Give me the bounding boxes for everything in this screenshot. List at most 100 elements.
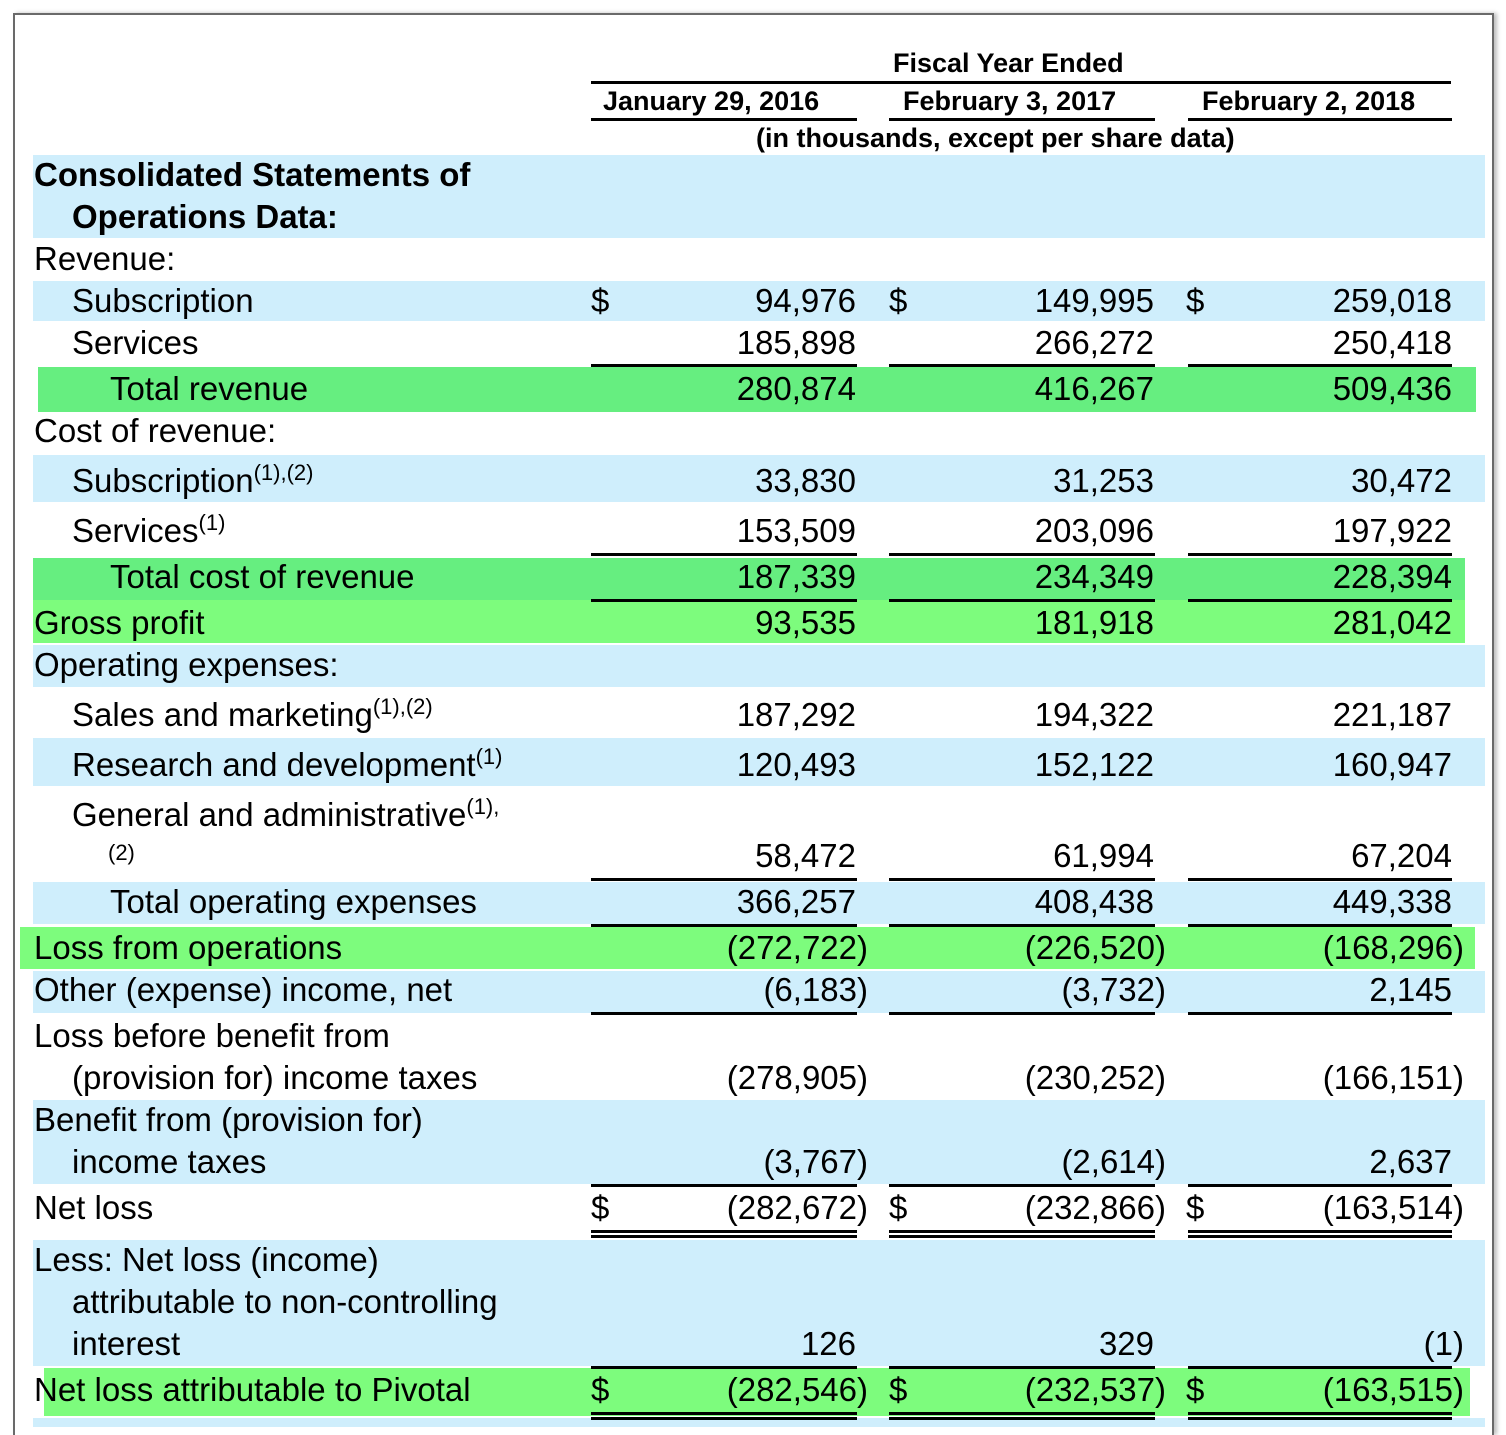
cor-services-2016: 153,509 xyxy=(736,512,856,549)
total-revenue-2018: 509,436 xyxy=(1332,370,1452,407)
subtotal-rule xyxy=(1188,878,1452,881)
loss-ops-2018: (168,296) xyxy=(1322,929,1464,966)
subtotal-rule xyxy=(889,599,1155,602)
benefit-2018: 2,637 xyxy=(1369,1143,1452,1180)
subtotal-rule xyxy=(1188,1184,1452,1187)
row-band xyxy=(33,882,1485,924)
total-opex-2017: 408,438 xyxy=(1034,883,1154,920)
loss-before-label: Loss before benefit from xyxy=(34,1017,390,1054)
total-double-rule xyxy=(889,1412,1155,1420)
cor-subscription-label: Subscription(1),(2) xyxy=(72,460,314,499)
rnd-2018: 160,947 xyxy=(1332,746,1452,783)
total-revenue-2017: 416,267 xyxy=(1034,370,1154,407)
loss-ops-label: Loss from operations xyxy=(34,929,343,966)
total-cor-2018: 228,394 xyxy=(1332,558,1452,595)
total-double-rule xyxy=(889,1230,1155,1238)
net-loss-2016: (282,672) xyxy=(726,1189,868,1226)
row-band xyxy=(33,645,1485,687)
nci-label-cont: interest xyxy=(72,1325,181,1362)
net-loss-pivotal-2017: (232,537) xyxy=(1024,1371,1166,1408)
highlight-band xyxy=(33,558,1465,600)
cor-subscription-2017: 31,253 xyxy=(1053,462,1154,499)
subtotal-rule xyxy=(591,878,857,881)
subtotal-rule xyxy=(591,1184,857,1187)
cor-subscription-2018: 30,472 xyxy=(1351,462,1452,499)
row-band xyxy=(33,1240,1485,1366)
highlight-band xyxy=(38,367,1476,412)
total-revenue-2016: 280,874 xyxy=(736,370,856,407)
nci-2018: (1) xyxy=(1423,1325,1464,1362)
fiscal-year-header: Fiscal Year Ended xyxy=(893,48,1124,78)
total-cor-label: Total cost of revenue xyxy=(110,558,415,595)
total-double-rule xyxy=(591,1230,857,1238)
sales-marketing-label: Sales and marketing(1),(2) xyxy=(72,694,433,733)
gna-2017: 61,994 xyxy=(1053,837,1154,874)
benefit-label: Benefit from (provision for) xyxy=(34,1101,423,1138)
net-loss-pivotal-label: Net loss attributable to Pivotal xyxy=(34,1371,471,1408)
benefit-2017: (2,614) xyxy=(1061,1143,1166,1180)
column-rule-2017 xyxy=(889,118,1155,121)
column-header-2017: February 3, 2017 xyxy=(903,86,1117,116)
rnd-2017: 152,122 xyxy=(1034,746,1154,783)
subtotal-rule xyxy=(591,924,857,927)
subtotal-rule xyxy=(889,924,1155,927)
loss-before-2017: (230,252) xyxy=(1024,1059,1166,1096)
footnote-ref: (1),(2) xyxy=(372,694,433,719)
section-title-cont: Operations Data: xyxy=(72,198,338,235)
benefit-2016: (3,767) xyxy=(763,1143,868,1180)
highlight-band xyxy=(33,600,1465,643)
services-label: Services xyxy=(72,324,199,361)
column-header-2016: January 29, 2016 xyxy=(603,86,820,116)
loss-ops-2016: (272,722) xyxy=(726,929,868,966)
total-double-rule xyxy=(1188,1412,1452,1420)
gna-2016: 58,472 xyxy=(755,837,856,874)
cost-of-revenue-heading: Cost of revenue: xyxy=(34,412,277,449)
header-rule xyxy=(591,81,1451,84)
subtotal-rule xyxy=(591,599,857,602)
footnote-ref: (1),(2) xyxy=(253,460,314,485)
subtotal-rule xyxy=(889,878,1155,881)
subtotal-rule xyxy=(1188,553,1452,556)
dollar-sign: $ xyxy=(591,1371,610,1408)
row-band xyxy=(33,971,1485,1013)
revenue-heading: Revenue: xyxy=(34,240,176,277)
dollar-sign: $ xyxy=(889,1371,908,1408)
dollar-sign: $ xyxy=(889,1189,908,1226)
row-band xyxy=(33,455,1485,502)
footnote-ref: (1), xyxy=(466,794,500,819)
gross-profit-2018: 281,042 xyxy=(1332,604,1452,641)
cor-services-2017: 203,096 xyxy=(1034,512,1154,549)
cor-services-2018: 197,922 xyxy=(1332,512,1452,549)
cor-services-label: Services(1) xyxy=(72,510,226,549)
subtotal-rule xyxy=(1188,364,1452,367)
subscription-label: Subscription xyxy=(72,282,254,319)
total-double-rule xyxy=(1188,1230,1452,1238)
subscription-2016: 94,976 xyxy=(755,282,856,319)
services-2018: 250,418 xyxy=(1332,324,1452,361)
nci-2016: 126 xyxy=(800,1325,856,1362)
total-cor-2016: 187,339 xyxy=(736,558,856,595)
dollar-sign: $ xyxy=(591,282,610,319)
nci-label-cont: attributable to non-controlling xyxy=(72,1283,498,1320)
row-band xyxy=(33,281,1485,321)
rnd-label: Research and development(1) xyxy=(72,744,503,783)
subtotal-rule xyxy=(591,1366,857,1369)
services-2017: 266,272 xyxy=(1034,324,1154,361)
total-opex-2018: 449,338 xyxy=(1332,883,1452,920)
subtotal-rule xyxy=(1188,1366,1452,1369)
total-opex-2016: 366,257 xyxy=(736,883,856,920)
page-frame xyxy=(13,13,1494,1435)
total-double-rule xyxy=(591,1412,857,1420)
gna-2018: 67,204 xyxy=(1351,837,1452,874)
highlight-band xyxy=(20,927,1475,969)
sales-marketing-2017: 194,322 xyxy=(1034,696,1154,733)
sales-marketing-2016: 187,292 xyxy=(736,696,856,733)
gna-label: General and administrative(1), xyxy=(72,794,500,833)
dollar-sign: $ xyxy=(591,1189,610,1226)
nci-2017: 329 xyxy=(1098,1325,1154,1362)
cor-subscription-2016: 33,830 xyxy=(755,462,856,499)
subtotal-rule xyxy=(889,364,1155,367)
net-loss-2018: (163,514) xyxy=(1322,1189,1464,1226)
nci-label: Less: Net loss (income) xyxy=(34,1241,379,1278)
row-band xyxy=(33,1100,1485,1184)
